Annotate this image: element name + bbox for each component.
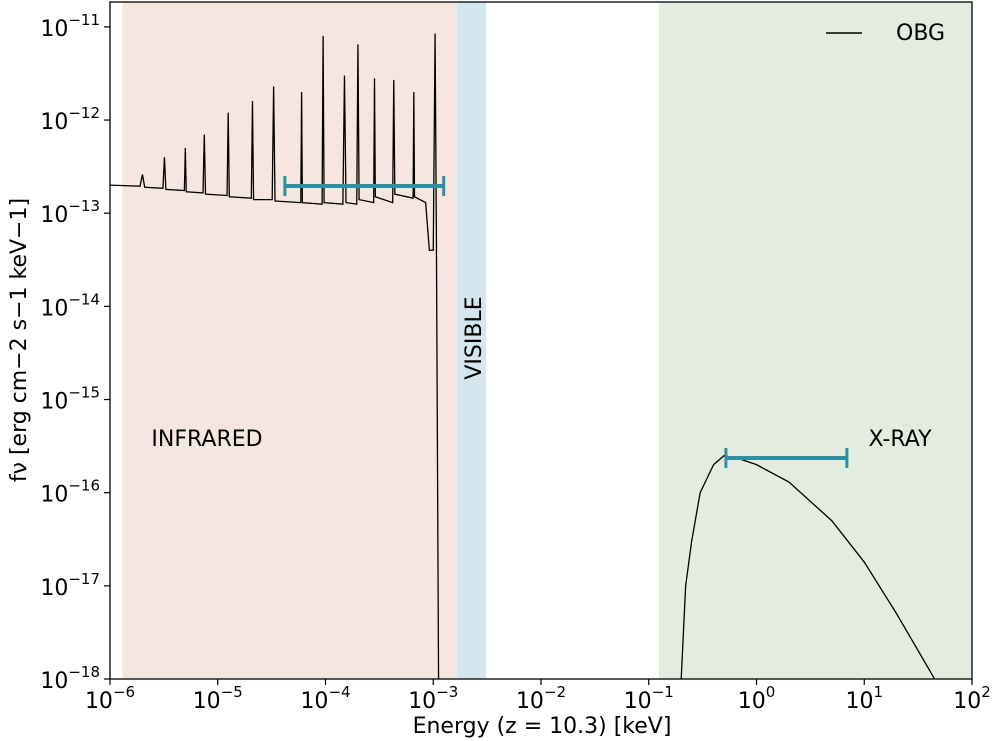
region [456,2,487,679]
x-tick-label: 10−3 [408,683,458,715]
x-tick-label: 10−5 [193,683,243,715]
x-tick-label: 10−2 [516,683,566,715]
y-tick-label: 10−15 [40,383,100,415]
region [658,2,972,679]
x-tick-label: 100 [738,683,776,715]
x-axis-label: Energy (z = 10.3) [keV] [413,714,672,739]
y-tick-label: 10−13 [40,197,100,229]
plot-background [122,2,972,679]
x-tick-label: 102 [953,683,991,715]
y-axis-label: fν [erg cm−2 s−1 keV−1] [7,198,32,482]
y-tick-label: 10−12 [40,104,100,136]
y-tick-label: 10−14 [40,290,100,322]
region [122,2,457,679]
x-tick-label: 10−6 [85,683,135,715]
x-tick-label: 10−1 [624,683,674,715]
x-tick-label: 101 [845,683,883,715]
y-tick-label: 10−11 [40,10,100,41]
region-label: VISIBLE [462,296,487,379]
legend-label: OBG [896,21,945,46]
region-label: INFRARED [151,427,262,452]
region-label: X-RAY [868,427,932,452]
y-tick-label: 10−18 [40,663,100,695]
plot-content [110,33,936,679]
y-tick-label: 10−16 [40,476,100,508]
y-tick-label: 10−17 [40,569,100,601]
x-tick-label: 10−4 [300,683,350,715]
